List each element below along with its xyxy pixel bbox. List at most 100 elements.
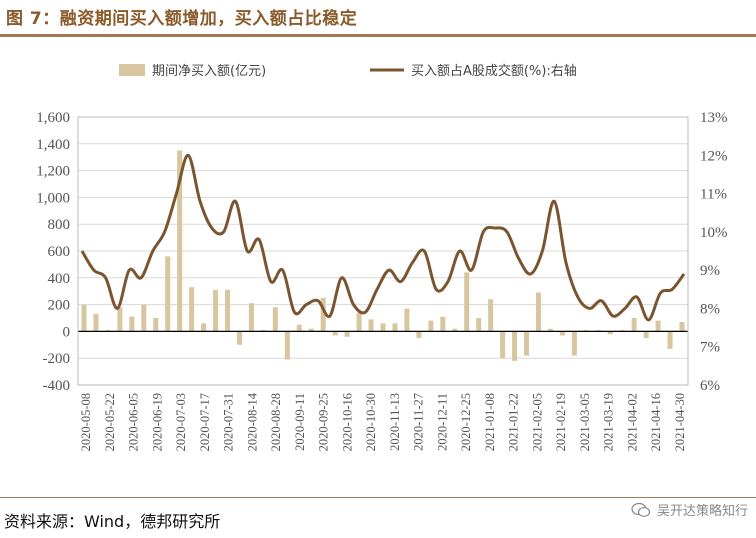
left-tick-label: 1,400 <box>36 137 70 153</box>
bar <box>224 289 231 332</box>
wechat-icon <box>631 502 651 517</box>
right-tick-label: 9% <box>700 263 720 279</box>
x-tick-label: 2020-05-08 <box>79 393 93 451</box>
chart-title: 图 7：融资期间买入额增加，买入额占比稳定 <box>6 9 358 29</box>
line-series <box>80 153 686 322</box>
bar <box>631 318 637 332</box>
legend-label-bar: 期间净买入额(亿元) <box>152 64 266 79</box>
bar <box>547 328 553 332</box>
bar <box>643 331 649 339</box>
x-tick-label: 2020-08-14 <box>245 392 259 451</box>
legend-swatch-bar <box>119 64 145 76</box>
bar <box>392 323 398 332</box>
x-tick-label: 2020-12-11 <box>435 393 449 451</box>
x-tick-label: 2020-08-28 <box>269 393 283 451</box>
bar <box>308 328 314 332</box>
bar <box>524 331 530 356</box>
x-tick-label: 2020-05-22 <box>103 393 117 451</box>
bar <box>153 318 159 332</box>
bar <box>667 331 673 349</box>
bar <box>248 303 254 332</box>
bar <box>81 304 87 332</box>
x-tick-label: 2020-11-13 <box>388 393 402 451</box>
x-tick-label: 2020-12-25 <box>459 393 473 451</box>
bar <box>476 318 482 332</box>
legend: 期间净买入额(亿元) 买入额占A股成交额(%):右轴 <box>119 63 577 79</box>
bar <box>464 272 470 332</box>
right-tick-label: 13% <box>700 110 728 126</box>
bar <box>559 331 565 336</box>
x-tick-label: 2020-07-31 <box>222 393 236 451</box>
bar <box>535 292 542 332</box>
x-tick-label: 2020-11-27 <box>412 393 426 451</box>
right-tick-label: 6% <box>700 378 720 394</box>
bar <box>607 331 613 335</box>
x-tick-label: 2020-10-30 <box>364 393 378 451</box>
bar <box>105 330 111 332</box>
bar <box>595 330 601 332</box>
bar <box>332 331 338 336</box>
x-tick-label: 2020-07-17 <box>198 393 212 451</box>
watermark-text: 吴开达策略知行 <box>656 504 748 519</box>
bar <box>129 316 135 332</box>
ratio-line <box>80 153 686 322</box>
plot-frame <box>77 116 689 386</box>
title-divider <box>0 34 756 37</box>
bar <box>189 287 195 332</box>
bar <box>428 320 434 332</box>
bar <box>320 297 326 332</box>
left-tick-label: 600 <box>48 244 71 260</box>
x-tick-label: 2021-03-05 <box>578 393 592 451</box>
legend-label-line: 买入额占A股成交额(%):右轴 <box>411 63 577 79</box>
bar <box>679 322 685 332</box>
right-tick-label: 7% <box>700 340 720 356</box>
x-tick-label: 2021-01-22 <box>507 393 521 451</box>
x-tick-label: 2021-04-30 <box>673 393 687 451</box>
bar <box>452 328 458 332</box>
right-tick-label: 11% <box>700 187 727 203</box>
left-tick-label: -400 <box>43 378 71 394</box>
x-tick-label: 2021-04-02 <box>625 393 639 451</box>
right-tick-label: 12% <box>700 148 728 164</box>
bar-series <box>81 150 685 361</box>
bar <box>356 312 362 332</box>
bar <box>488 299 494 332</box>
left-tick-label: 0 <box>63 324 71 340</box>
x-tick-label: 2020-07-03 <box>174 393 188 451</box>
bar <box>404 308 410 332</box>
bar <box>512 331 518 361</box>
left-tick-label: 400 <box>48 271 71 287</box>
bar <box>619 330 625 332</box>
bar <box>141 304 147 332</box>
watermark: 吴开达策略知行 <box>631 500 748 519</box>
source-note: 资料来源：Wind，德邦研究所 <box>4 512 221 531</box>
bar <box>416 331 422 339</box>
x-tick-label: 2020-09-25 <box>317 393 331 451</box>
x-tick-label: 2021-04-16 <box>649 393 663 451</box>
left-tick-label: 800 <box>48 217 71 233</box>
bar <box>177 150 183 332</box>
bar <box>213 289 219 332</box>
axes: -400 -200 0 200 400 600 800 1,000 1,200 1,400 1,60… <box>36 110 727 451</box>
x-tick-label: 2020-06-05 <box>127 393 141 451</box>
bar <box>380 323 386 332</box>
bar <box>368 319 374 332</box>
bar <box>583 330 589 332</box>
x-tick-label: 2021-02-19 <box>554 393 568 451</box>
bar <box>117 307 123 332</box>
bar <box>284 331 290 360</box>
x-tick-label: 2020-09-11 <box>293 393 307 451</box>
bar <box>344 331 350 337</box>
bar <box>440 316 446 332</box>
bar <box>201 323 207 332</box>
x-tick-label: 2021-03-19 <box>602 393 616 451</box>
right-tick-label: 8% <box>700 301 720 317</box>
left-tick-label: 1,600 <box>36 110 70 126</box>
bar <box>296 324 302 332</box>
x-tick-label: 2020-10-16 <box>340 393 354 451</box>
bar <box>272 307 278 332</box>
left-tick-label: -200 <box>43 351 71 367</box>
bar <box>260 330 266 332</box>
bar <box>165 256 171 332</box>
